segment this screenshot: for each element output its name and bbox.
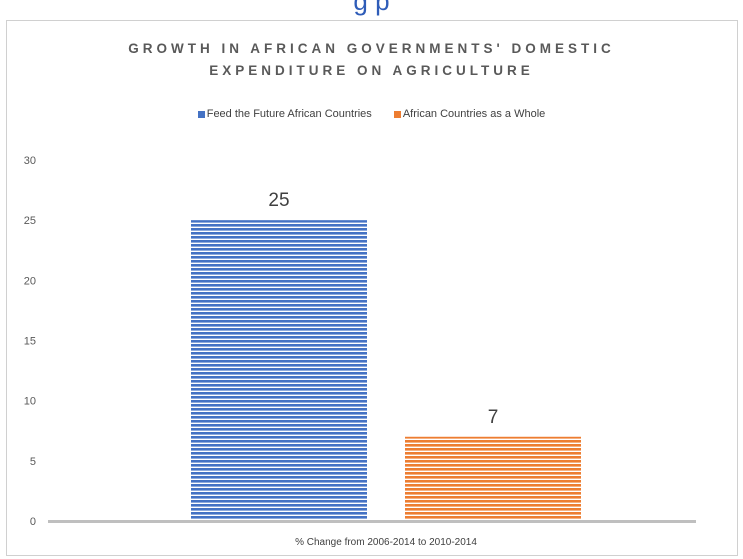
bar-african-countries — [405, 436, 581, 521]
legend-label: African Countries as a Whole — [402, 108, 546, 120]
legend-item-feed-the-future: Feed the Future African Countries — [197, 108, 372, 120]
bar-data-label: 7 — [488, 407, 499, 428]
bar-feed-the-future — [191, 220, 367, 521]
chart-frame — [6, 20, 738, 556]
y-tick-label: 20 — [24, 275, 36, 287]
y-tick-label: 0 — [30, 516, 36, 528]
bar-data-label: 25 — [268, 190, 289, 211]
chart-title-line-1: GROWTH IN AFRICAN GOVERNMENTS' DOMESTIC — [128, 41, 615, 56]
legend-swatch-orange — [393, 110, 401, 118]
x-axis-line — [48, 520, 696, 523]
legend-item-african-countries: African Countries as a Whole — [393, 108, 546, 120]
cropped-page-heading: g p — [353, 0, 390, 16]
y-tick-label: 25 — [24, 215, 36, 227]
legend-swatch-blue — [197, 110, 205, 118]
y-tick-label: 30 — [24, 155, 36, 167]
y-tick-label: 10 — [24, 396, 36, 408]
y-tick-label: 15 — [24, 336, 36, 348]
x-category-label: % Change from 2006-2014 to 2010-2014 — [295, 537, 477, 548]
chart-legend: Feed the Future African Countries Africa… — [0, 108, 743, 120]
legend-label: Feed the Future African Countries — [206, 108, 372, 120]
y-tick-label: 5 — [30, 456, 36, 468]
chart-title: GROWTH IN AFRICAN GOVERNMENTS' DOMESTIC … — [0, 38, 743, 82]
chart-title-line-2: EXPENDITURE ON AGRICULTURE — [209, 63, 534, 78]
